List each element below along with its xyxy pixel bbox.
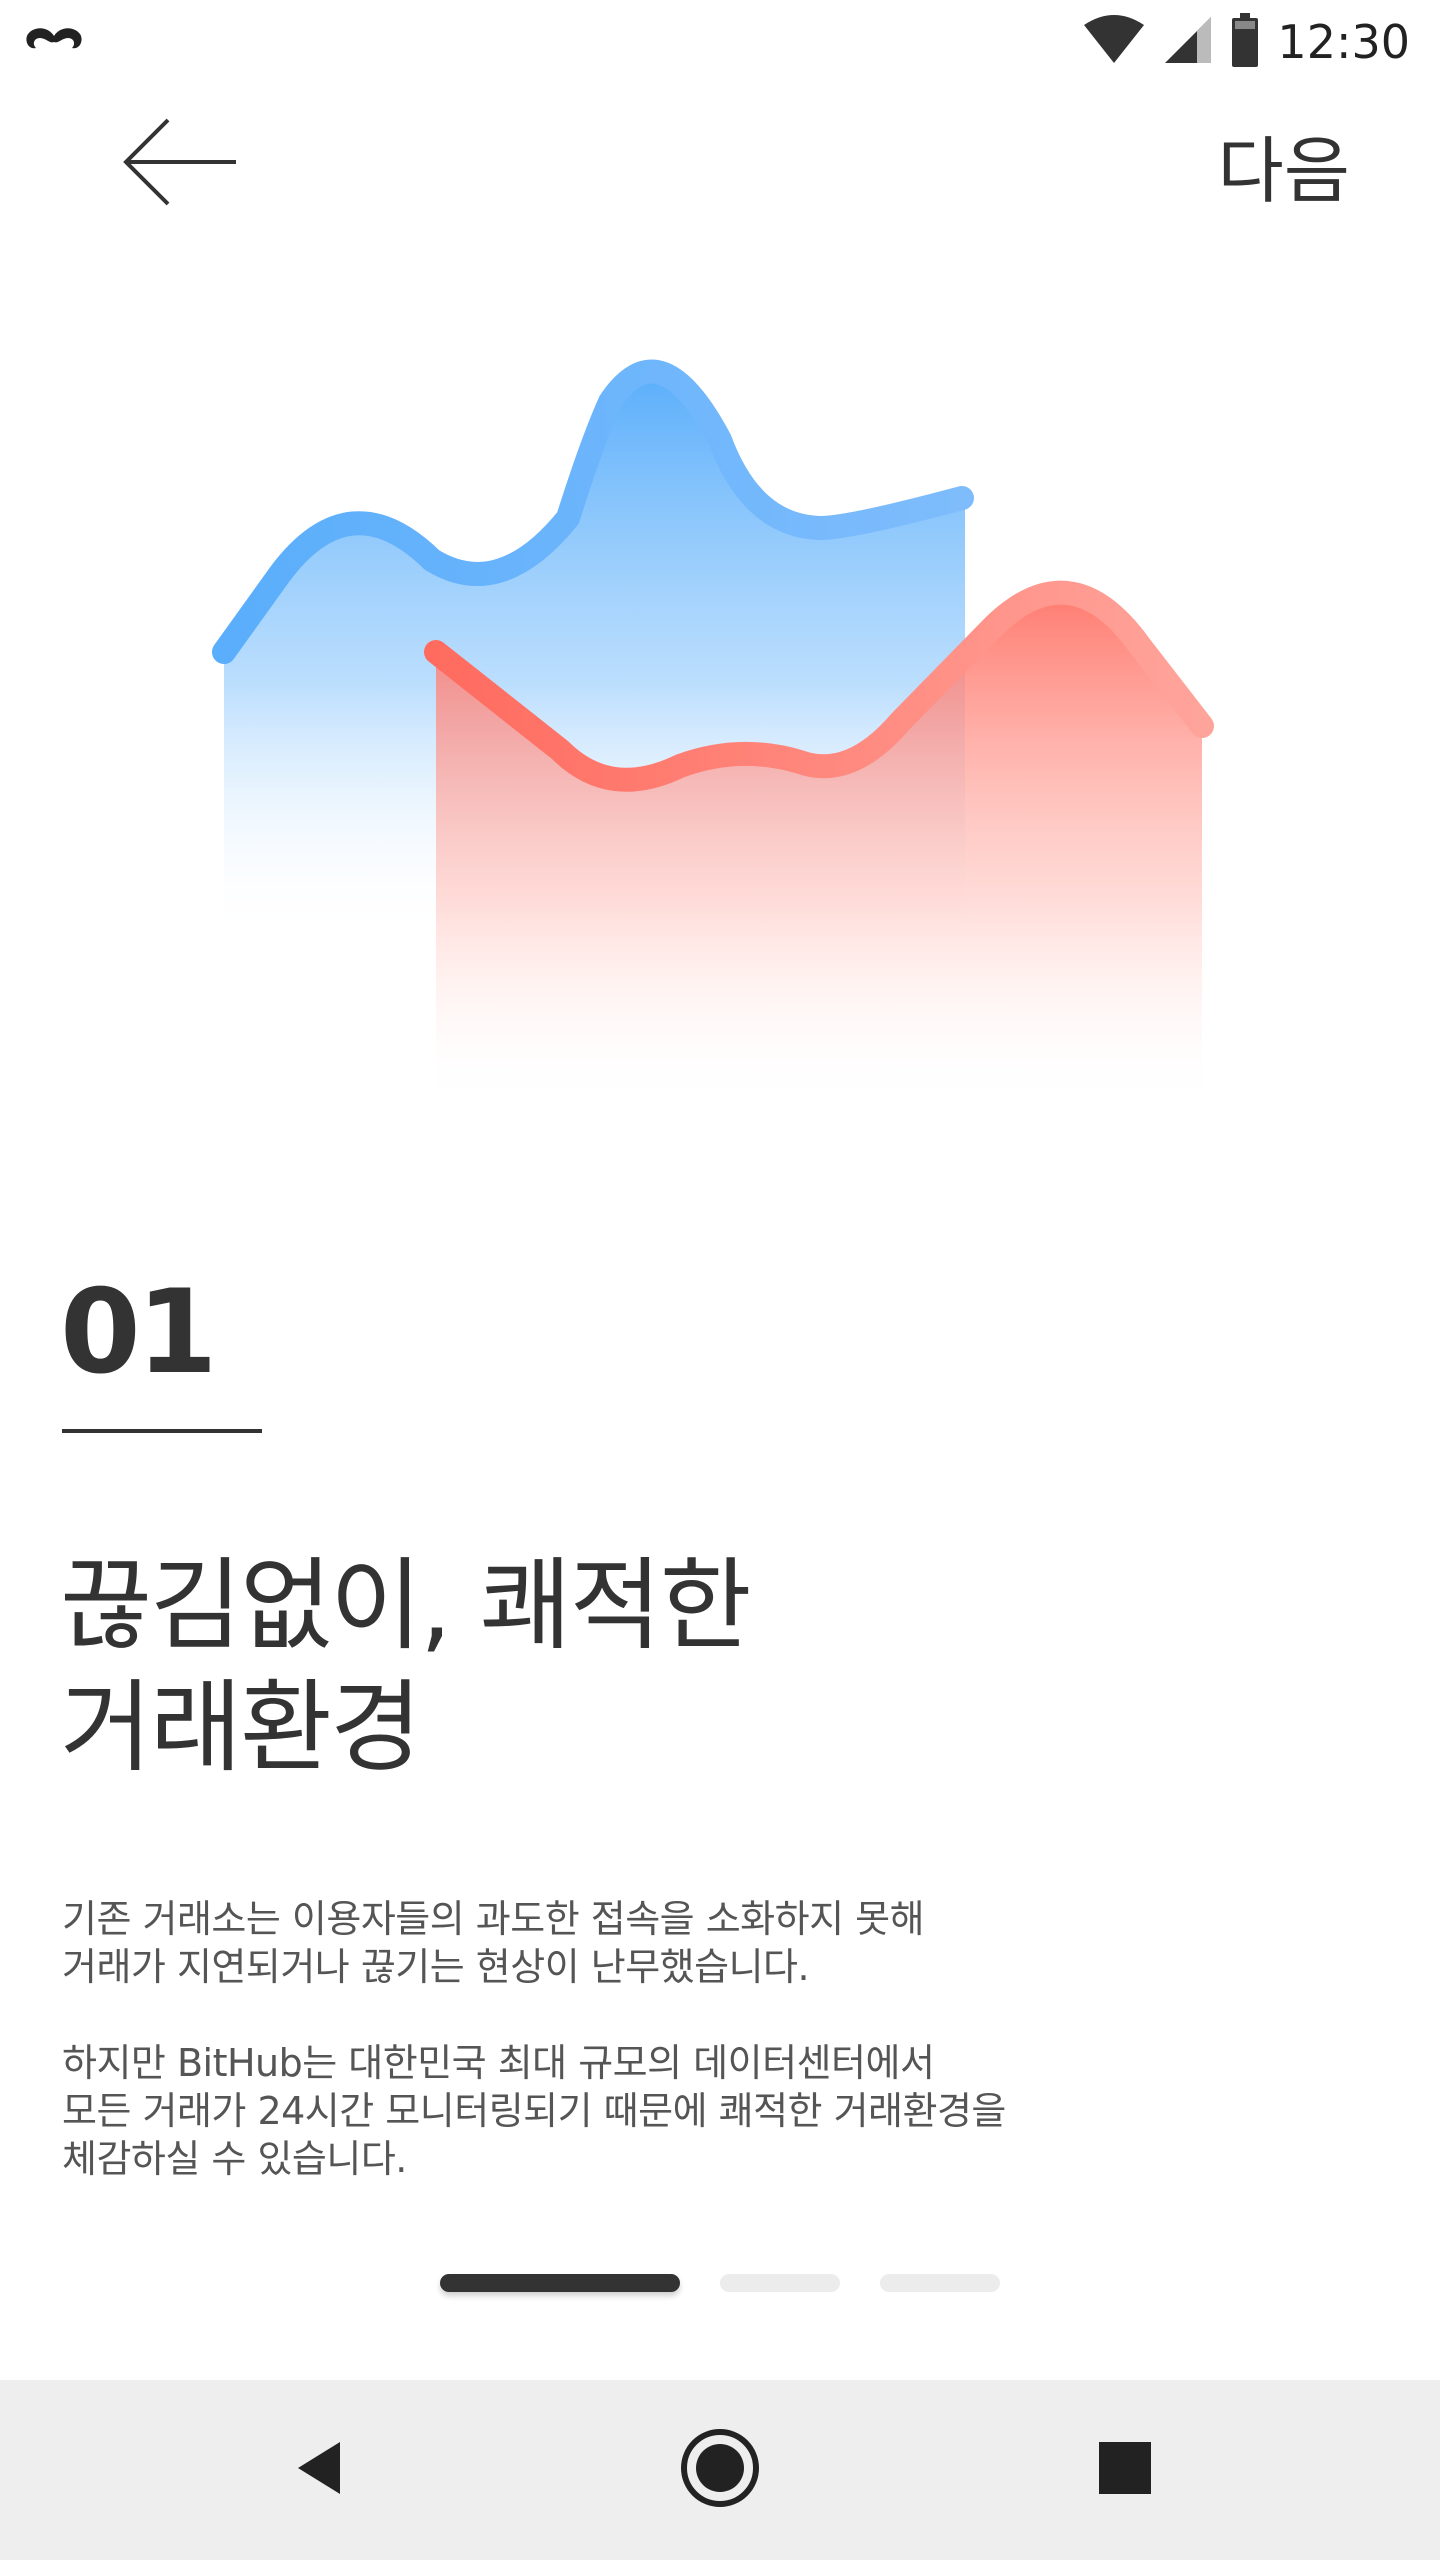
description-paragraph-1: 기존 거래소는 이용자들의 과도한 접속을 소화하지 못해 거래가 지연되거나 …: [62, 1895, 1382, 1991]
square-recent-icon: [1097, 2440, 1153, 2500]
triangle-back-icon: [290, 2438, 350, 2502]
circle-home-icon: [678, 2426, 762, 2514]
description-paragraph-2: 하지만 BitHub는 대한민국 최대 규모의 데이터센터에서 모든 거래가 2…: [62, 2039, 1382, 2183]
page-indicator: [0, 2274, 1440, 2304]
red-area: [436, 592, 1202, 1110]
mustache-icon: [22, 22, 86, 62]
wifi-icon: [1083, 15, 1145, 69]
description-line: 모든 거래가 24시간 모니터링되기 때문에 쾌적한 거래환경을: [62, 2089, 1006, 2133]
signal-icon: [1163, 15, 1213, 69]
next-button[interactable]: 다음: [1217, 128, 1350, 213]
arrow-left-icon: [122, 117, 238, 211]
headline-line-1: 끊김없이, 쾌적한: [60, 1547, 752, 1664]
nav-recent-button[interactable]: [1035, 2380, 1215, 2560]
status-time: 12:30: [1277, 15, 1410, 69]
chart-illustration: [200, 330, 1240, 1130]
blue-line: [212, 359, 974, 664]
red-line: [424, 580, 1214, 792]
headline-line-2: 거래환경: [60, 1669, 422, 1786]
system-nav-bar: [0, 2380, 1440, 2560]
step-divider: [62, 1429, 262, 1433]
nav-back-button[interactable]: [230, 2380, 410, 2560]
description: 기존 거래소는 이용자들의 과도한 접속을 소화하지 못해 거래가 지연되거나 …: [62, 1895, 1382, 2231]
page-indicator-dot-1[interactable]: [440, 2274, 680, 2292]
status-bar: 12:30: [0, 0, 1440, 84]
status-icons: 12:30: [1083, 13, 1410, 71]
nav-home-button[interactable]: [630, 2380, 810, 2560]
step-number: 01: [60, 1265, 217, 1400]
page-indicator-dot-3[interactable]: [880, 2274, 1000, 2292]
description-line: 하지만 BitHub는 대한민국 최대 규모의 데이터센터에서: [62, 2041, 935, 2085]
description-line: 기존 거래소는 이용자들의 과도한 접속을 소화하지 못해: [62, 1897, 925, 1941]
top-bar: 다음: [0, 84, 1440, 244]
description-line: 거래가 지연되거나 끊기는 현상이 난무했습니다.: [62, 1945, 810, 1989]
page-indicator-dot-2[interactable]: [720, 2274, 840, 2292]
description-line: 체감하실 수 있습니다.: [62, 2137, 407, 2181]
headline: 끊김없이, 쾌적한 거래환경: [60, 1545, 1260, 1789]
back-button[interactable]: [100, 104, 260, 224]
battery-icon: [1231, 13, 1259, 71]
